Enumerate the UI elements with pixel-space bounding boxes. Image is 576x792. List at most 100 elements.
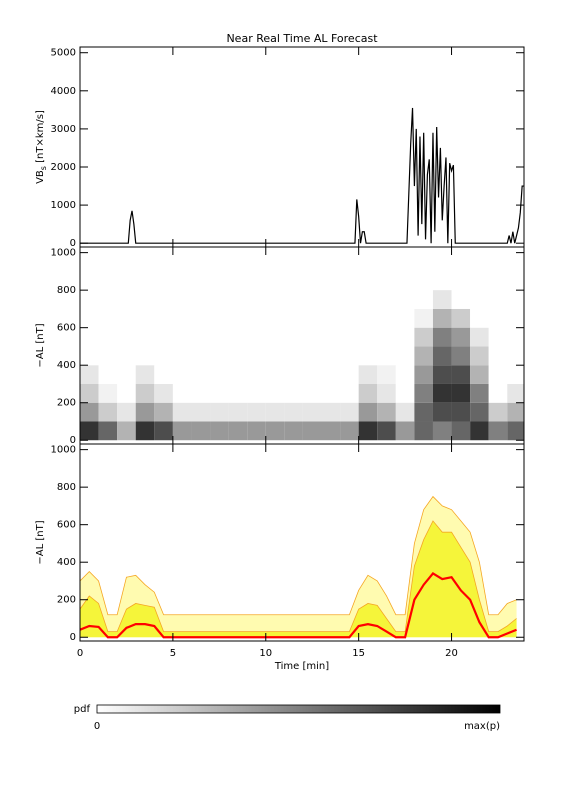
heat-cell <box>154 402 173 422</box>
heat-cell <box>377 346 396 366</box>
heat-cell <box>358 290 378 309</box>
heat-cell <box>470 327 489 347</box>
heat-cell <box>265 346 285 366</box>
heat-cell <box>470 383 489 403</box>
y-tick-label: 800 <box>57 482 76 493</box>
heat-cell <box>117 421 136 441</box>
heat-cell <box>507 421 524 441</box>
heat-cell <box>210 327 229 347</box>
y-tick-label: 200 <box>57 595 76 606</box>
heat-cell <box>265 308 285 328</box>
heat-cell <box>265 365 285 384</box>
heat-cell <box>432 308 452 328</box>
heat-cell <box>414 402 433 422</box>
heat-cell <box>488 421 508 441</box>
y-tick-label: 200 <box>57 398 76 409</box>
heat-cell <box>358 402 378 422</box>
heat-cell <box>432 383 452 403</box>
heat-cell <box>340 327 359 347</box>
heat-cell <box>395 346 415 366</box>
colorbar <box>96 704 501 714</box>
heat-cell <box>191 365 211 384</box>
heat-cell <box>98 383 118 403</box>
heat-cell <box>470 308 489 328</box>
heat-cell <box>191 421 211 441</box>
colorbar-min: 0 <box>94 721 100 732</box>
y-tick-label: 800 <box>57 285 76 296</box>
heat-cell <box>98 346 118 366</box>
heat-cell <box>377 421 396 441</box>
heat-cell <box>210 402 229 422</box>
heat-cell <box>228 365 248 384</box>
band-edge <box>80 495 517 616</box>
heat-cell <box>451 308 471 328</box>
heat-cell <box>358 327 378 347</box>
heat-cell <box>80 308 99 328</box>
heat-cell <box>451 327 471 347</box>
heat-cell <box>98 365 118 384</box>
heat-cell <box>470 290 489 309</box>
y-tick-label: 400 <box>57 557 76 568</box>
heat-cell <box>135 421 155 441</box>
heat-cell <box>395 365 415 384</box>
heat-cell <box>284 308 303 328</box>
heat-cell <box>414 327 433 347</box>
heat-cell <box>247 290 266 309</box>
heat-cell <box>135 327 155 347</box>
heat-cell <box>117 308 136 328</box>
heat-cell <box>302 421 322 441</box>
heat-cell <box>284 327 303 347</box>
heat-cell <box>451 290 471 309</box>
y-tick-label: 3000 <box>51 124 76 135</box>
plot-area <box>80 495 517 639</box>
heat-cell <box>247 421 266 441</box>
heat-cell <box>284 402 303 422</box>
panel-frame <box>79 46 525 248</box>
heat-cell <box>80 402 99 422</box>
heat-cell <box>172 308 192 328</box>
heat-cell <box>358 365 378 384</box>
heat-cell <box>340 421 359 441</box>
heat-cell <box>470 346 489 366</box>
heat-cell <box>395 421 415 441</box>
band-edge <box>80 520 517 633</box>
heat-cell <box>191 308 211 328</box>
heat-cell <box>284 290 303 309</box>
x-axis-label: Time [min] <box>274 661 329 672</box>
heat-cell <box>228 383 248 403</box>
heat-cell <box>395 327 415 347</box>
colorbar-label: pdf <box>74 704 91 715</box>
heat-cell <box>210 383 229 403</box>
heat-cell <box>451 421 471 441</box>
heat-cell <box>451 383 471 403</box>
heat-cell <box>377 308 396 328</box>
heat-cell <box>135 290 155 309</box>
heat-cell <box>284 365 303 384</box>
heat-cell <box>321 327 341 347</box>
heat-cell <box>488 308 508 328</box>
heat-cell <box>172 290 192 309</box>
median-line <box>80 572 517 639</box>
heat-cell <box>135 383 155 403</box>
heat-cell <box>414 290 433 309</box>
heat-cell <box>302 327 322 347</box>
heat-cell <box>172 346 192 366</box>
heat-cell <box>414 346 433 366</box>
heat-cell <box>210 308 229 328</box>
heat-cell <box>302 365 322 384</box>
heat-cell <box>302 346 322 366</box>
heat-cell <box>172 421 192 441</box>
heat-cell <box>154 308 173 328</box>
heat-cell <box>507 327 524 347</box>
heat-cell <box>377 365 396 384</box>
heat-cell <box>247 365 266 384</box>
heat-cell <box>172 402 192 422</box>
y-tick-label: 0 <box>70 632 76 643</box>
heat-cell <box>414 365 433 384</box>
y-axis-label: −AL [nT] <box>35 323 46 367</box>
heat-cell <box>507 290 524 309</box>
heat-cell <box>321 421 341 441</box>
heat-cell <box>432 327 452 347</box>
heat-cell <box>210 421 229 441</box>
